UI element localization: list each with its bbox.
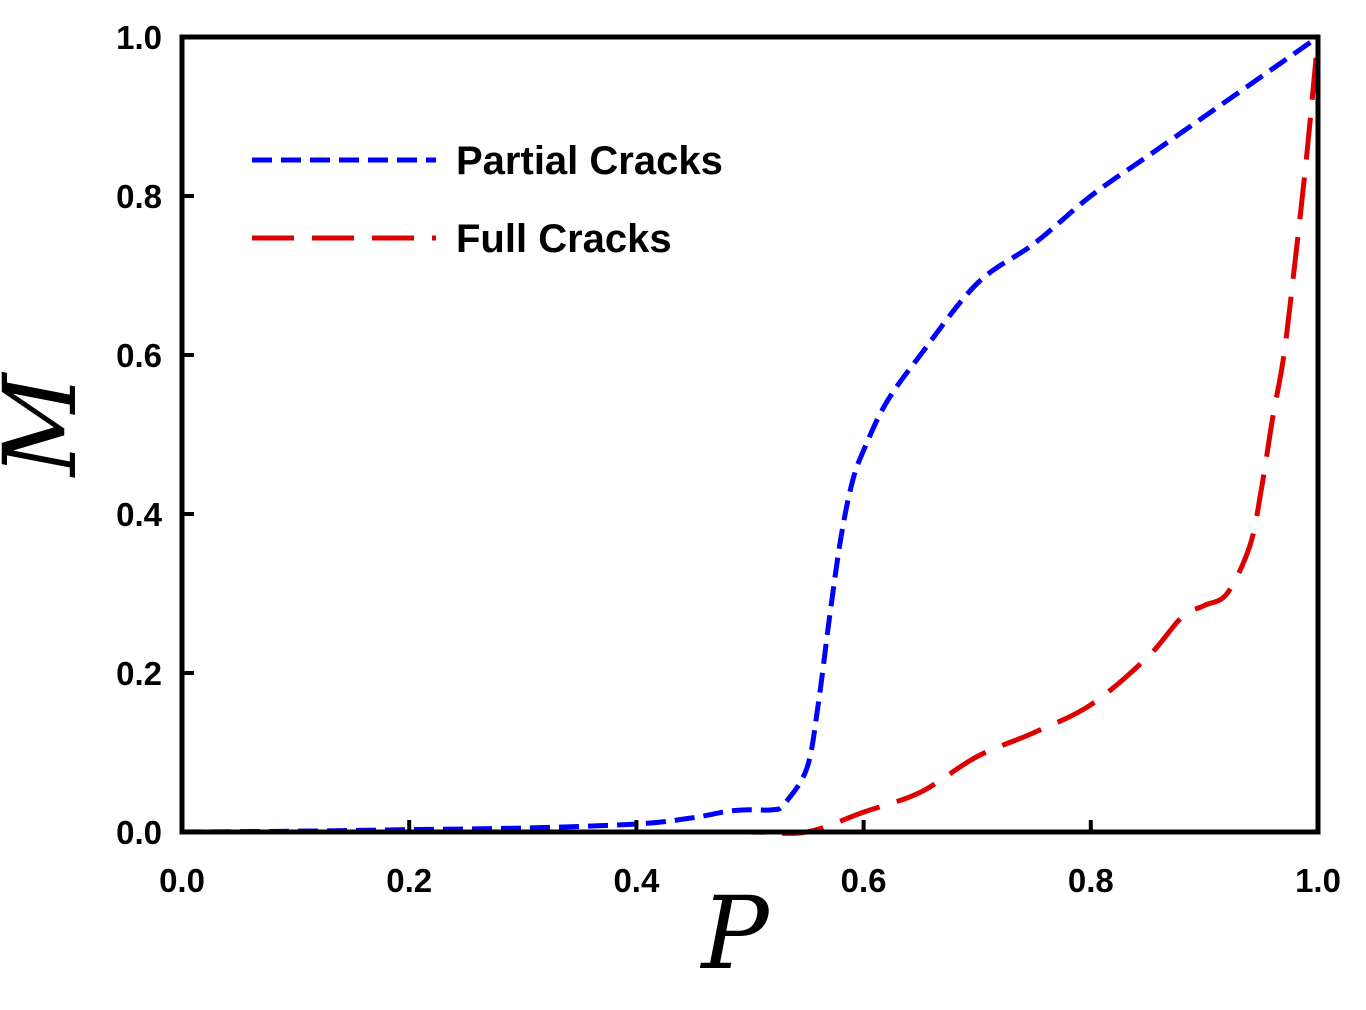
x-tick-label: 0.6 [841, 862, 887, 899]
y-tick-label: 1.0 [116, 19, 162, 56]
series-line-partial-cracks [181, 34, 1320, 835]
plot-frame [179, 34, 1321, 835]
y-tick-label: 0.2 [116, 655, 162, 692]
y-tick-label: 0.0 [116, 814, 162, 851]
y-tick-label: 0.8 [116, 178, 162, 215]
x-tick-label: 0.0 [159, 862, 205, 899]
legend: Partial Cracks Full Cracks [252, 139, 723, 261]
ticks-layer: 0.0 0.2 0.4 0.6 0.8 1.0 0.0 0.2 0.4 0.6 0.8 1.0 [116, 19, 1341, 899]
x-tick-label: 1.0 [1295, 862, 1341, 899]
x-axis-label: P [699, 875, 770, 992]
legend-label-partial-cracks: Partial Cracks [456, 139, 723, 183]
x-tick-label: 0.8 [1068, 862, 1114, 899]
y-tick-label: 0.4 [116, 496, 163, 533]
x-tick-label: 0.2 [386, 862, 432, 899]
legend-label-full-cracks: Full Cracks [456, 217, 672, 261]
y-tick-label: 0.6 [116, 337, 162, 374]
x-tick-label: 0.4 [613, 862, 660, 899]
series-layer [181, 34, 1321, 836]
y-axis-label: M [0, 371, 99, 478]
series-line-full-cracks [181, 36, 1321, 836]
